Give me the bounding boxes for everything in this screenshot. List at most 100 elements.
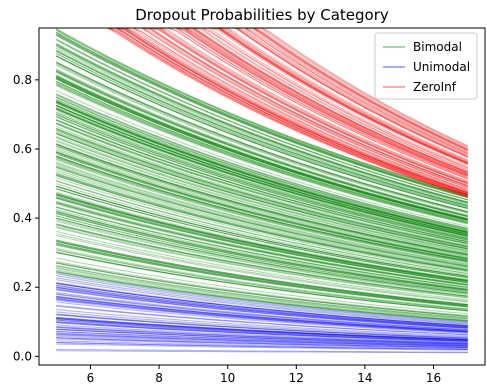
series-line — [56, 340, 468, 350]
series-line — [55, 82, 468, 224]
series-line — [56, 341, 468, 350]
series-line — [56, 293, 468, 331]
series-line — [56, 282, 468, 327]
series-line — [56, 297, 468, 333]
series-line — [56, 286, 468, 328]
series-line — [56, 28, 468, 198]
series-line — [56, 28, 469, 168]
series-line — [56, 202, 468, 286]
series-line — [55, 113, 468, 240]
series-line — [55, 105, 468, 235]
series-line — [56, 28, 469, 165]
series-line — [55, 119, 468, 243]
series-line — [55, 33, 468, 198]
series-line — [56, 137, 468, 252]
series-line — [56, 242, 468, 307]
series-line — [56, 166, 468, 267]
series-line — [56, 28, 469, 151]
series-line — [55, 28, 468, 195]
series-line — [55, 118, 468, 243]
series-line — [56, 296, 468, 332]
series-line — [55, 106, 468, 236]
series-line — [56, 28, 468, 185]
series-line — [56, 170, 468, 270]
series-line — [56, 325, 468, 344]
series-line — [55, 101, 468, 233]
series-line — [56, 28, 469, 155]
series-line — [56, 180, 468, 274]
series-line — [56, 28, 469, 166]
series-line — [56, 143, 468, 256]
series-line — [55, 75, 468, 220]
series-line — [55, 71, 468, 218]
series-line — [55, 95, 468, 231]
y-tick-label: 0.8 — [13, 73, 32, 87]
series-line — [55, 82, 468, 224]
series-line — [55, 90, 468, 228]
series-line — [56, 191, 468, 280]
series-line — [56, 28, 469, 154]
series-line — [55, 108, 468, 237]
series-line — [56, 281, 468, 326]
series-line — [56, 28, 469, 162]
series-line — [56, 28, 468, 189]
series-line — [55, 75, 468, 220]
series-line — [56, 319, 468, 341]
series-line — [55, 78, 468, 221]
series-line — [56, 144, 468, 256]
series-line — [56, 243, 468, 308]
series-line — [56, 28, 469, 152]
series-line — [55, 102, 468, 234]
series-line — [56, 157, 468, 263]
series-line — [56, 226, 468, 299]
series-line — [56, 143, 468, 256]
series-line — [56, 328, 468, 345]
series-line — [55, 104, 468, 235]
series-line — [56, 28, 468, 196]
series-line — [56, 318, 468, 341]
series-line — [56, 251, 468, 312]
series-line — [55, 125, 468, 246]
series-line — [55, 71, 468, 218]
series-line — [56, 164, 468, 266]
series-line — [56, 28, 468, 196]
series-line — [56, 28, 469, 165]
series-line — [56, 151, 468, 260]
series-line — [56, 28, 469, 164]
series-line — [55, 101, 468, 234]
series-line — [56, 162, 468, 265]
series-line — [56, 240, 468, 306]
series-line — [56, 28, 468, 175]
series-line — [56, 28, 468, 195]
series-line — [56, 215, 468, 293]
series-line — [56, 28, 469, 158]
series-line — [56, 288, 468, 329]
series-line — [55, 45, 468, 204]
series-line — [56, 239, 468, 305]
series-line — [56, 202, 468, 286]
series-line — [56, 197, 468, 284]
series-line — [56, 292, 468, 331]
series-line — [56, 150, 468, 259]
series-line — [56, 211, 468, 291]
legend-label: Unimodal — [413, 60, 470, 74]
series-line — [55, 84, 468, 224]
series-line — [56, 28, 468, 197]
legend-label: ZeroInf — [413, 80, 457, 94]
series-line — [56, 201, 468, 286]
series-line — [56, 28, 469, 175]
series-line — [56, 167, 468, 268]
series-line — [55, 55, 468, 210]
series-line — [56, 28, 468, 184]
series-line — [56, 28, 469, 173]
series-line — [55, 78, 468, 221]
series-line — [56, 262, 468, 317]
series-line — [56, 28, 468, 194]
series-line — [55, 34, 468, 199]
series-line — [55, 70, 468, 217]
series-line — [55, 78, 468, 221]
series-line — [55, 43, 468, 204]
series-line — [56, 289, 468, 329]
series-line — [56, 313, 468, 339]
series-line — [56, 180, 468, 275]
